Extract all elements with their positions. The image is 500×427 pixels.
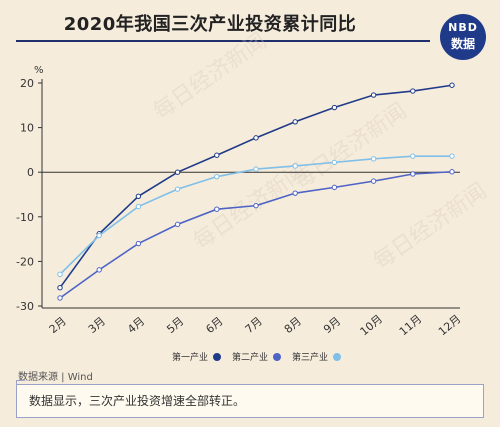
data-point <box>57 295 63 301</box>
data-point <box>96 267 102 273</box>
data-point <box>449 169 455 175</box>
y-tick-label: -10 <box>16 211 34 224</box>
summary-note: 数据显示，三次产业投资增速全部转正。 <box>16 384 484 418</box>
data-point <box>253 135 259 141</box>
data-point <box>253 166 259 172</box>
data-point <box>57 271 63 278</box>
x-tick-label: 11月 <box>397 312 425 338</box>
data-point <box>253 202 259 209</box>
logo-text-nbd: NBD <box>448 21 478 34</box>
data-point <box>214 173 220 180</box>
data-point <box>370 156 377 162</box>
x-tick-label: 9月 <box>321 315 343 337</box>
data-point <box>292 163 298 169</box>
data-point <box>331 104 338 111</box>
data-point <box>331 159 338 166</box>
data-point <box>135 193 142 199</box>
legend-label: 第一产业 <box>172 351 208 363</box>
y-tick-label: -20 <box>16 255 34 268</box>
legend-label: 第二产业 <box>232 351 268 363</box>
series-layer <box>57 82 455 301</box>
data-point <box>96 232 102 239</box>
y-tick-label: 0 <box>27 166 34 179</box>
watermark-text: 每日经济新闻 <box>369 179 491 275</box>
series-2 <box>57 169 455 301</box>
data-point <box>410 153 416 159</box>
x-tick-label: 8月 <box>282 315 304 337</box>
y-tick-label: -30 <box>16 300 34 313</box>
logo-text-data: 数据 <box>450 37 475 51</box>
data-point <box>410 88 416 94</box>
x-tick-label: 5月 <box>164 315 186 337</box>
data-point <box>135 240 142 247</box>
data-point <box>174 169 181 175</box>
x-tick-label: 7月 <box>243 315 265 337</box>
data-point <box>135 203 142 210</box>
data-point <box>174 221 181 228</box>
x-tick-label: 12月 <box>436 312 464 338</box>
data-point <box>370 92 377 98</box>
data-point <box>174 186 181 192</box>
y-tick-label: 20 <box>20 77 34 90</box>
data-point <box>292 119 298 125</box>
data-point <box>214 152 220 158</box>
data-point <box>331 184 338 191</box>
legend-marker <box>333 353 341 361</box>
data-point <box>292 190 298 196</box>
y-tick-label: 10 <box>20 122 34 135</box>
chart-header: 2020年我国三次产业投资累计同比 NBD 数据 <box>0 0 500 60</box>
x-tick-label: 3月 <box>86 315 108 337</box>
x-tick-label: 4月 <box>125 315 147 337</box>
watermark-text: 每日经济新闻 <box>149 29 271 125</box>
series-1 <box>57 82 455 291</box>
x-tick-label: 6月 <box>203 315 225 337</box>
nbd-logo: NBD 数据 <box>440 14 486 60</box>
data-point <box>449 153 455 159</box>
chart-legend: 第一产业 第二产业 第三产业 <box>172 351 341 363</box>
data-point <box>410 171 416 177</box>
data-point <box>449 82 455 88</box>
data-point <box>370 178 377 184</box>
series-3 <box>57 153 455 278</box>
legend-marker <box>213 353 221 361</box>
y-axis-unit: % <box>34 65 44 76</box>
chart-title: 2020年我国三次产业投资累计同比 <box>63 14 357 35</box>
data-source: 数据来源 | Wind <box>18 372 93 383</box>
data-point <box>57 285 63 291</box>
data-point <box>214 206 220 212</box>
legend-label: 第三产业 <box>292 351 328 363</box>
x-tick-label: 10月 <box>358 312 386 338</box>
legend-marker <box>273 353 281 361</box>
title-divider <box>16 40 430 42</box>
x-tick-label: 2月 <box>47 315 69 337</box>
